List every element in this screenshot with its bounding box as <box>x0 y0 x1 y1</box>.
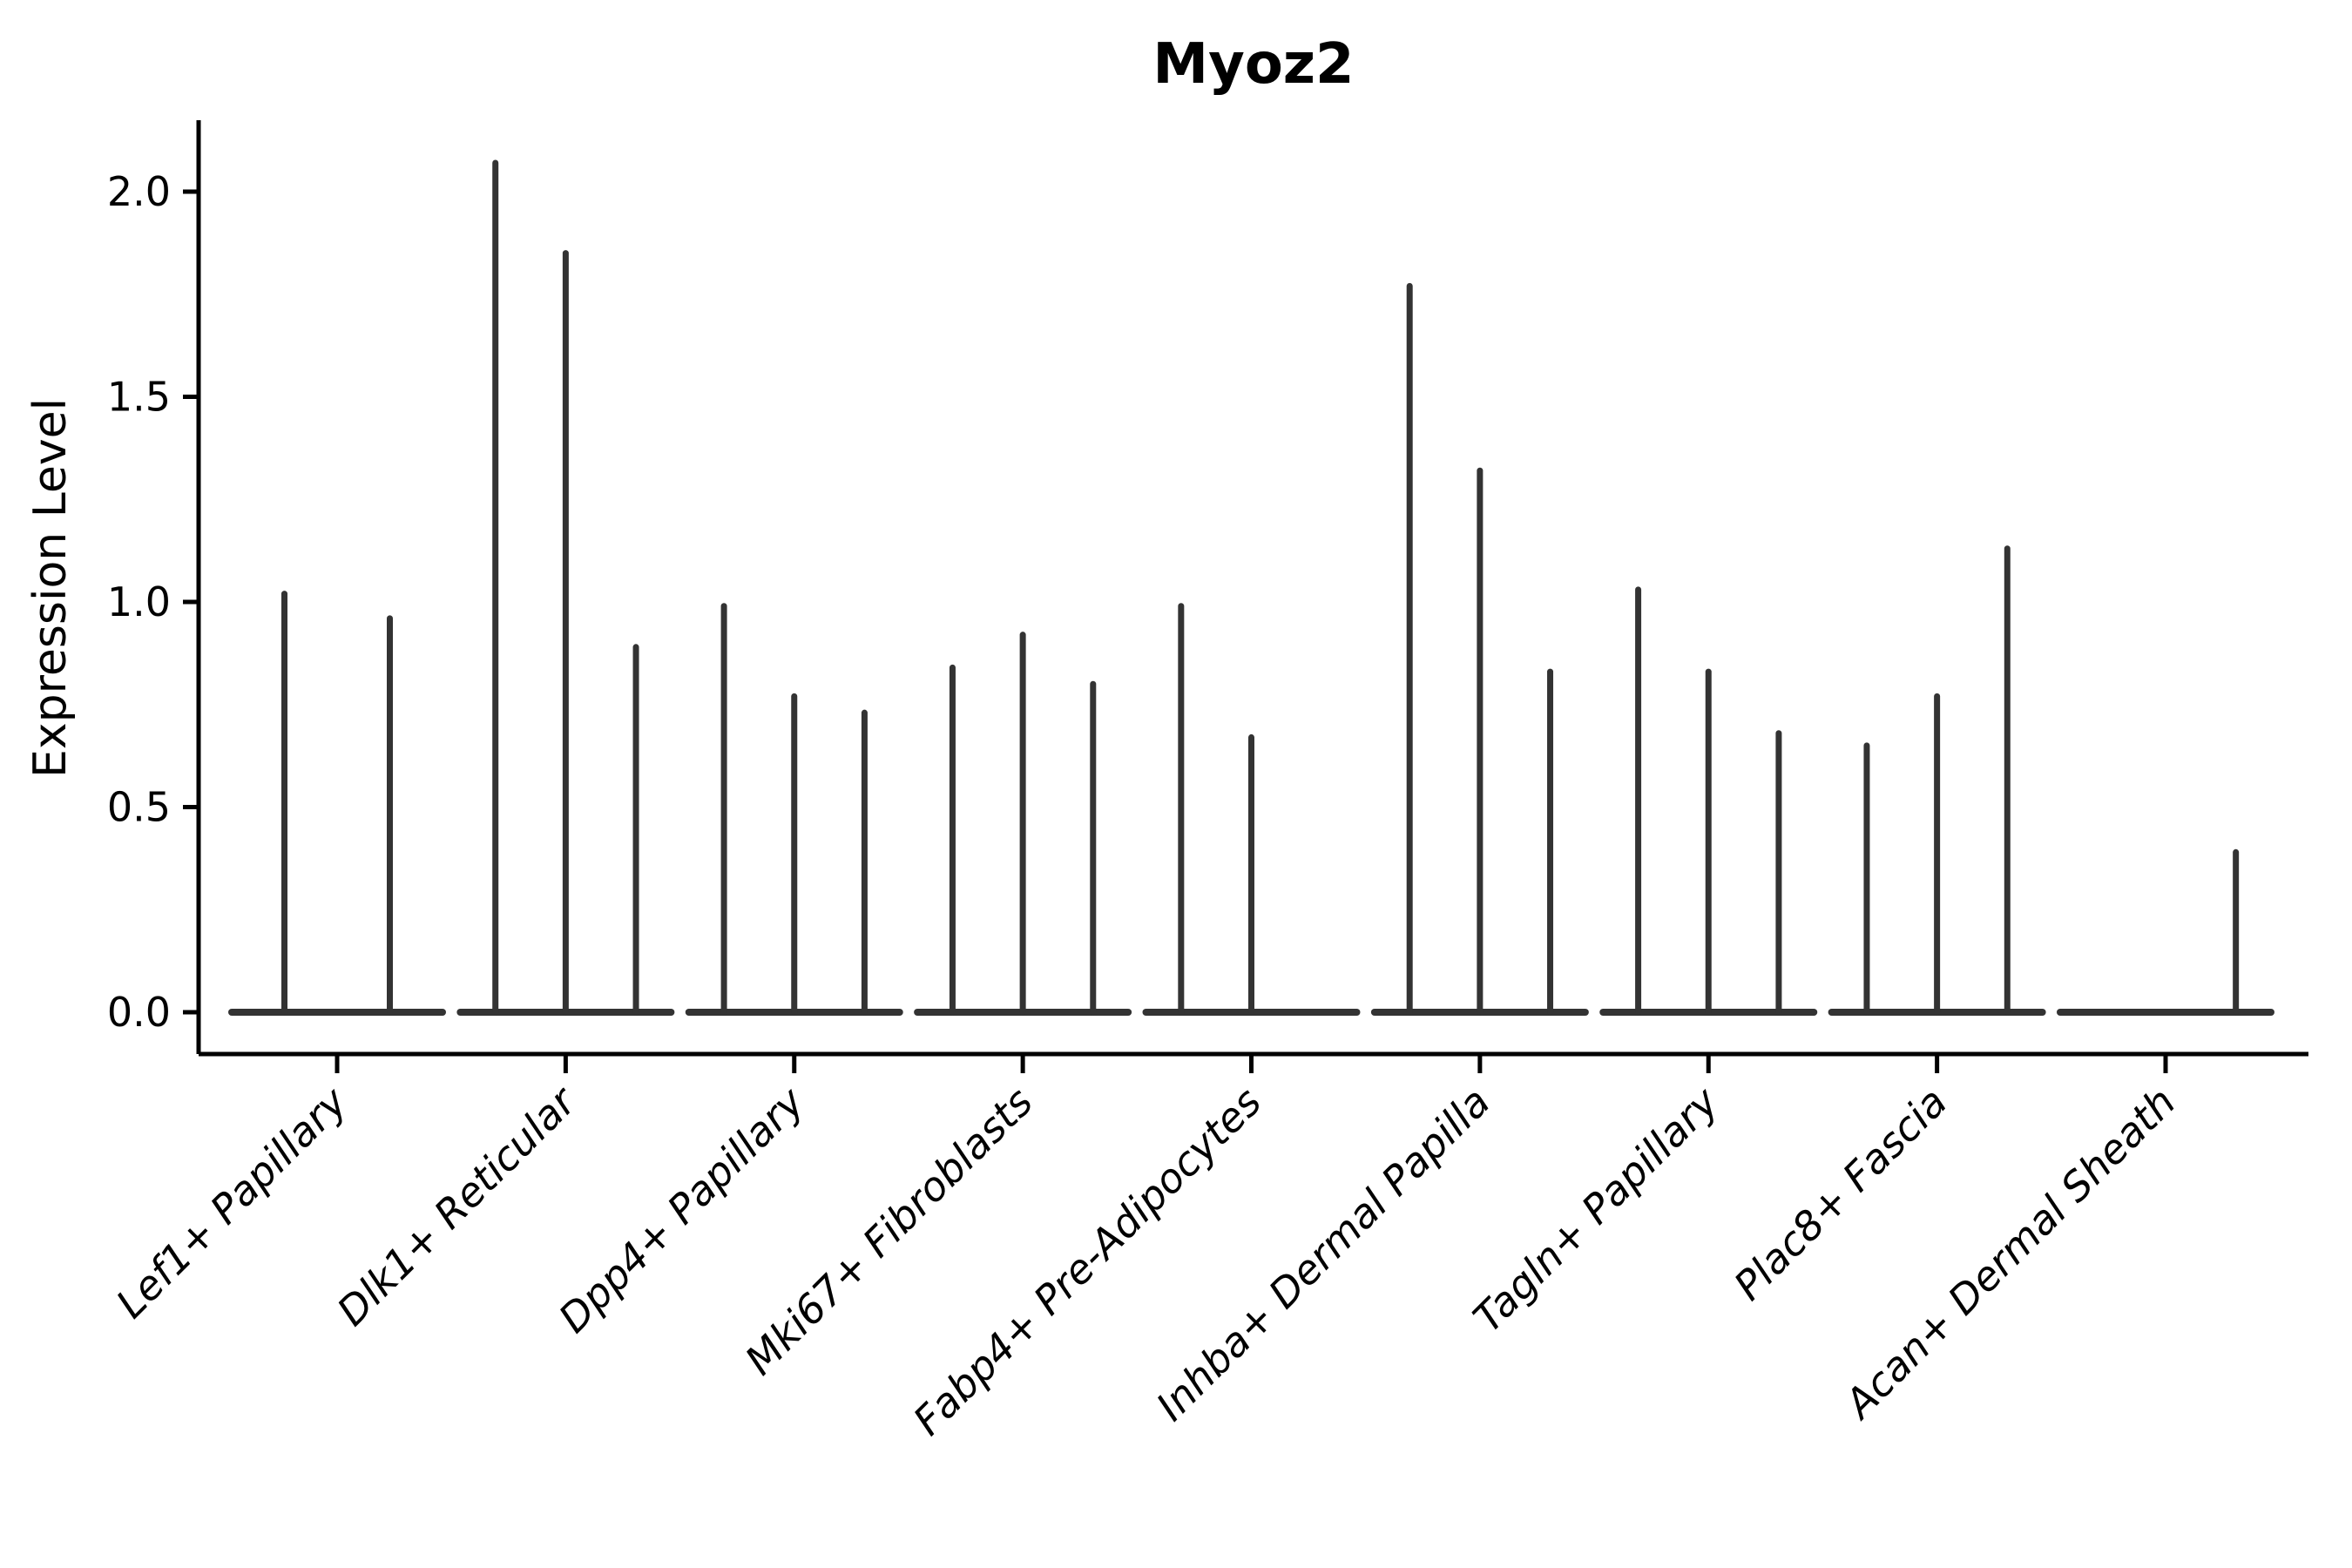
y-tick-label: 2.0 <box>107 168 171 215</box>
violin-group <box>228 591 446 1016</box>
x-tick-label: Dlk1+ Reticular <box>328 1076 587 1335</box>
y-tick-label: 0.5 <box>107 784 171 831</box>
violin-group <box>914 632 1132 1016</box>
violin-group <box>456 159 675 1016</box>
y-axis-ticks: 0.0 0.5 1.0 1.5 2.0 <box>107 168 199 1036</box>
violin-group <box>2057 848 2274 1016</box>
y-tick-label: 1.0 <box>107 578 171 625</box>
violin-group <box>1599 586 1818 1016</box>
violin-series <box>228 159 2274 1016</box>
x-tick-label: Dpp4+ Papillary <box>550 1078 814 1342</box>
violin-group <box>685 603 903 1016</box>
y-axis-label: Expression Level <box>24 398 77 778</box>
x-tick-label: Tagln+ Papillary <box>1464 1078 1728 1342</box>
x-tick-label: Lef1+ Papillary <box>107 1078 356 1327</box>
violin-group <box>1828 545 2046 1016</box>
y-tick-label: 0.0 <box>107 989 171 1036</box>
y-tick-label: 1.5 <box>107 374 171 421</box>
violin-group <box>1370 282 1589 1016</box>
chart-title: Myoz2 <box>1152 32 1354 97</box>
x-tick-label: Plac8+ Fascia <box>1725 1078 1956 1309</box>
violin-group <box>1142 603 1361 1016</box>
